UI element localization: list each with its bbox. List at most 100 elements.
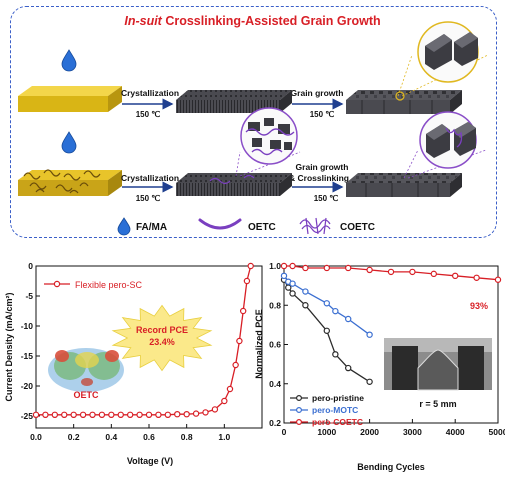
data-point: [289, 262, 296, 270]
small-grain-film-row1: [176, 90, 292, 113]
data-point: [243, 277, 251, 285]
data-point: [452, 272, 459, 280]
y-tick-label: 0.4: [269, 379, 281, 389]
data-point: [155, 411, 162, 418]
data-point: [202, 409, 209, 416]
data-point: [366, 266, 373, 274]
yellow-precursor-film: [18, 86, 122, 112]
jv-legend-label: Flexible pero-SC: [75, 280, 143, 290]
row1-step1-label: Crystallization: [121, 88, 179, 98]
data-point: [239, 307, 247, 315]
oetc-molecule-label: OETC: [73, 390, 99, 400]
fama-legend-drop-icon: [117, 217, 131, 236]
data-point: [51, 411, 59, 418]
row2-step2-temp: 150 ℃: [314, 194, 339, 203]
y-tick-label: -20: [21, 381, 34, 391]
data-point: [332, 307, 339, 315]
fama-drop-icon-row2: [61, 131, 77, 154]
bending-x-axis-label: Bending Cycles: [357, 462, 425, 472]
data-point: [473, 274, 480, 281]
schematic-title: In-suit Crosslinking-Assisted Grain Grow…: [0, 14, 505, 28]
x-tick-label: 0.4: [105, 432, 117, 442]
data-point: [226, 385, 234, 393]
data-point: [323, 300, 330, 307]
y-tick-label: 0.6: [269, 340, 281, 350]
data-point: [280, 272, 288, 280]
data-point: [174, 411, 181, 418]
data-point: [289, 280, 296, 287]
y-tick-label: -10: [21, 321, 34, 331]
oetc-legend-icon: [198, 218, 242, 230]
data-point: [430, 270, 437, 278]
legend-marker: [296, 407, 303, 414]
x-tick-label: 1000: [317, 427, 336, 437]
jv-y-axis-label: Current Density (mA/cm²): [4, 292, 14, 401]
data-point: [126, 411, 134, 418]
data-point: [42, 411, 49, 418]
row2-step2-label-line1: Grain growth: [296, 162, 349, 172]
row1-step1-temp: 150 ℃: [136, 110, 161, 119]
y-tick-label: 0.8: [269, 300, 281, 310]
x-tick-label: 3000: [403, 427, 422, 437]
y-tick-label: -15: [21, 351, 34, 361]
row2-step1-label: Crystallization: [121, 173, 179, 183]
inset-radius-label: r = 5 mm: [419, 399, 456, 409]
data-point: [247, 262, 254, 270]
grain-boundary-zoom-row1: [395, 21, 489, 101]
data-point: [79, 411, 87, 418]
data-point: [232, 361, 239, 369]
data-point: [387, 268, 395, 276]
oetc-zoom-row2: [235, 107, 301, 177]
coetc-retention-label: 93%: [470, 301, 488, 311]
data-point: [136, 411, 143, 418]
row2-step1-temp: 150 ℃: [136, 194, 161, 203]
bending-stability-chart: 0 1000 2000 3000 4000 5000 1.0 0.8 0.6 0.4 0.2 Ben…: [254, 261, 505, 472]
legend-label-pero-MOTC: pero-MOTC: [312, 405, 358, 415]
y-tick-label: 0.2: [269, 418, 281, 428]
data-point: [70, 411, 77, 418]
title-italic: In-suit: [124, 14, 162, 28]
record-pce-starburst: [111, 304, 213, 372]
data-point: [236, 337, 243, 345]
y-tick-label: -25: [21, 411, 34, 421]
data-point: [323, 264, 330, 272]
legend-label-pero-COETC: pero-COETC: [312, 417, 363, 427]
data-point: [183, 411, 190, 418]
data-point: [280, 262, 288, 270]
large-grain-film-row2: [346, 173, 462, 197]
legend-oetc-label: OETC: [248, 222, 276, 233]
data-point: [345, 364, 352, 372]
y-tick-label: 1.0: [269, 261, 281, 271]
jv-x-axis-label: Voltage (V): [127, 456, 173, 466]
x-tick-label: 5000: [489, 427, 505, 437]
x-tick-label: 0.2: [68, 432, 80, 442]
oetc-molecule-image: [48, 348, 124, 392]
data-point: [332, 351, 339, 358]
data-point: [32, 411, 40, 418]
jv-legend-marker: [53, 280, 61, 288]
data-point: [302, 264, 309, 272]
x-tick-label: 1.0: [218, 432, 230, 442]
legend-marker: [296, 395, 303, 402]
row2-step2-label-line2: & Crosslinking: [289, 173, 349, 183]
title-rest: Crosslinking-Assisted Grain Growth: [161, 14, 381, 28]
small-grain-film-row2: [176, 173, 292, 196]
data-point: [89, 411, 96, 418]
x-tick-label: 0: [282, 427, 287, 437]
legend-label-pero-pristine: pero-pristine: [312, 393, 364, 403]
coetc-legend-icon: [299, 217, 331, 235]
data-point: [366, 378, 373, 385]
data-point: [98, 411, 106, 418]
data-point: [145, 411, 153, 418]
data-point: [192, 410, 200, 417]
large-grain-film-row1: [346, 90, 462, 114]
legend-fama-label: FA/MA: [136, 222, 167, 233]
legend-marker: [296, 419, 303, 426]
record-pce-value: 23.4%: [149, 337, 175, 347]
crosslinked-boundary-zoom-row2: [403, 111, 487, 179]
x-tick-label: 0.8: [181, 432, 193, 442]
data-point: [323, 327, 330, 334]
y-tick-label: 0: [28, 261, 33, 271]
data-point: [164, 411, 172, 418]
